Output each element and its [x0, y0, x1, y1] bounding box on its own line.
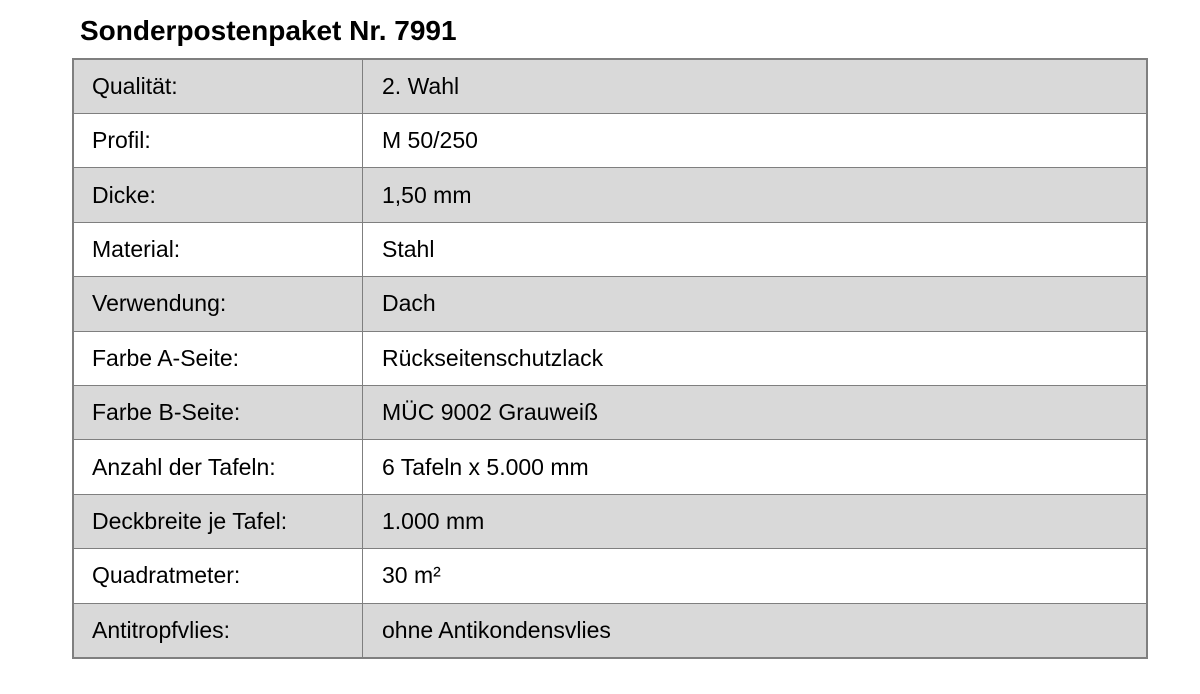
spec-value: Rückseitenschutzlack — [362, 330, 1148, 386]
spec-value: M 50/250 — [362, 112, 1148, 169]
spec-row: Material: Stahl — [72, 221, 1148, 278]
spec-label: Quadratmeter: — [72, 548, 363, 604]
spec-value: Dach — [362, 276, 1148, 332]
spec-value: 30 m² — [362, 548, 1148, 604]
spec-label: Dicke: — [72, 167, 363, 223]
spec-row: Verwendung: Dach — [72, 276, 1148, 332]
spec-label: Anzahl der Tafeln: — [72, 439, 363, 495]
spec-label: Verwendung: — [72, 276, 363, 332]
spec-value: ohne Antikondensvlies — [362, 602, 1148, 659]
spec-row: Anzahl der Tafeln: 6 Tafeln x 5.000 mm — [72, 439, 1148, 495]
spec-row: Quadratmeter: 30 m² — [72, 548, 1148, 604]
spec-label: Deckbreite je Tafel: — [72, 493, 363, 550]
spec-value: 1.000 mm — [362, 493, 1148, 550]
spec-row: Deckbreite je Tafel: 1.000 mm — [72, 493, 1148, 550]
page-title: Sonderpostenpaket Nr. 7991 — [80, 15, 457, 46]
spec-label: Farbe B-Seite: — [72, 384, 363, 441]
spec-label: Profil: — [72, 112, 363, 169]
spec-row: Qualität: 2. Wahl — [72, 58, 1148, 114]
spec-row: Dicke: 1,50 mm — [72, 167, 1148, 223]
spec-row: Antitropfvlies: ohne Antikondensvlies — [72, 602, 1148, 659]
spec-value: MÜC 9002 Grauweiß — [362, 384, 1148, 441]
spec-label: Material: — [72, 221, 363, 278]
spec-value: 6 Tafeln x 5.000 mm — [362, 439, 1148, 495]
spec-label: Antitropfvlies: — [72, 602, 363, 659]
spec-label: Farbe A-Seite: — [72, 330, 363, 386]
spec-table: Qualität: 2. Wahl Profil: M 50/250 Dicke… — [72, 57, 1148, 659]
spec-label: Qualität: — [72, 58, 363, 114]
spec-value: 1,50 mm — [362, 167, 1148, 223]
spec-row: Profil: M 50/250 — [72, 112, 1148, 169]
spec-row: Farbe A-Seite: Rückseitenschutzlack — [72, 330, 1148, 386]
spec-row: Farbe B-Seite: MÜC 9002 Grauweiß — [72, 384, 1148, 441]
spec-value: 2. Wahl — [362, 58, 1148, 114]
spec-value: Stahl — [362, 221, 1148, 278]
